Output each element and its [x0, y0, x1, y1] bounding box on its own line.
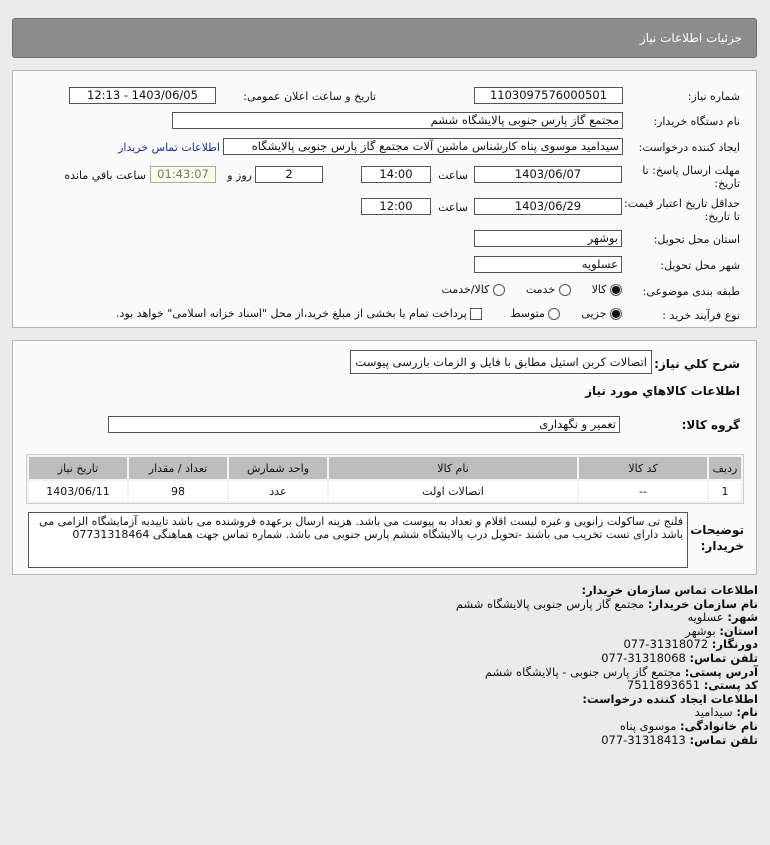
creator-heading: اطلاعات ایجاد کننده درخواست: — [582, 691, 758, 706]
fax-label: دورنگار: — [711, 637, 758, 652]
page-title: جزئیات اطلاعات نیاز — [639, 31, 742, 45]
cell-name: اتصالات اولت — [329, 481, 577, 501]
phone-label: تلفن تماس: — [689, 650, 758, 665]
org-label: نام سازمان خریدار: — [647, 596, 758, 611]
name-value: سیدامید — [694, 705, 733, 720]
announce-label: تاریخ و ساعت اعلان عمومی: — [243, 90, 376, 103]
address-value: مجتمع گاز پارس جنوبی - پالایشگاه ششم — [484, 664, 682, 679]
treasury-checkbox[interactable] — [470, 308, 483, 320]
province-label: استان: — [719, 623, 758, 638]
cell-unit: عدد — [229, 481, 327, 501]
cell-qty: 98 — [129, 481, 227, 501]
process-radio-group: جزیی متوسط پرداخت تمام یا بخشی از مبلغ خ… — [116, 307, 622, 320]
col-qty: تعداد / مقدار — [129, 457, 227, 479]
cell-row: 1 — [709, 481, 741, 501]
creator-field: سیدامید موسوی پناه کارشناس ماشین آلات مج… — [223, 138, 623, 155]
city-label: شهر محل تحویل: — [660, 259, 740, 272]
postal-label: کد پستی: — [703, 678, 758, 693]
process-label: نوع فرآیند خرید : — [662, 309, 740, 322]
city-field: عسلویه — [474, 256, 622, 273]
announce-field: 1403/06/05 - 12:13 — [69, 87, 216, 104]
payment-note: پرداخت تمام یا بخشی از مبلغ خرید،از محل … — [116, 307, 467, 320]
deadline-time-field: 14:00 — [361, 166, 431, 183]
buyer-contact-link[interactable]: اطلاعات تماس خریدار — [118, 141, 220, 154]
creator-phone-label: تلفن تماس: — [689, 732, 758, 747]
deadline-date-field: 1403/06/07 — [474, 166, 622, 183]
family-value: موسوی پناه — [619, 718, 677, 733]
city-value: عسلویه — [687, 610, 724, 625]
time-label: ساعت — [438, 169, 468, 182]
need-number-field: 1103097576000501 — [474, 87, 623, 104]
days-field: 2 — [255, 166, 323, 183]
radio-medium-label: متوسط — [510, 307, 545, 320]
col-name: نام کالا — [329, 457, 577, 479]
radio-medium[interactable] — [548, 308, 561, 320]
family-label: نام خانوادگی: — [680, 718, 758, 733]
category-label: طبقه بندی موضوعی: — [642, 285, 740, 298]
table-header-row: ردیف کد کالا نام کالا واحد شمارش تعداد /… — [29, 457, 741, 479]
org-value: مجتمع گاز پارس جنوبی پالایشگاه ششم — [455, 596, 645, 611]
summary-label: شرح کلي نياز: — [654, 357, 740, 371]
radio-goods-service-label: کالا/خدمت — [441, 283, 490, 296]
days-label: روز و — [227, 169, 252, 182]
col-date: تاریخ نیاز — [29, 457, 127, 479]
radio-goods-label: کالا — [591, 283, 607, 296]
notes-label: توضیحات خریدار: — [690, 523, 744, 553]
phone-value: 31318068-077 — [601, 650, 686, 665]
deadline-label: مهلت ارسال پاسخ: تا تاریخ: — [642, 164, 740, 190]
buyer-notes: فلنج تی ساکولت زانویی و غیره لیست اقلام … — [28, 512, 688, 568]
table-row: 1 -- اتصالات اولت عدد 98 1403/06/11 — [29, 481, 741, 501]
page-header: جزئیات اطلاعات نیاز — [12, 18, 757, 58]
buyer-org-label: نام دستگاه خریدار: — [653, 115, 740, 128]
contact-heading: اطلاعات تماس سازمان خریدار: — [581, 583, 758, 597]
validity-time-field: 12:00 — [361, 198, 431, 215]
radio-minor-label: جزیی — [581, 307, 607, 320]
need-number-label: شماره نیاز: — [687, 90, 740, 103]
province-field: بوشهر — [474, 230, 622, 247]
col-row: ردیف — [709, 457, 741, 479]
province-value: بوشهر — [685, 623, 716, 638]
radio-minor[interactable] — [610, 308, 622, 320]
creator-phone-value: 31318413-077 — [601, 732, 686, 747]
radio-goods-service[interactable] — [492, 284, 505, 296]
group-field: تعمیر و نگهداری — [108, 416, 620, 433]
summary-field: اتصالات کربن استیل مطابق با فایل و الزما… — [350, 350, 652, 374]
fax-value: 31318072-077 — [623, 637, 709, 652]
name-label: نام: — [736, 705, 758, 720]
time-label: ساعت — [438, 201, 468, 214]
col-code: کد کالا — [579, 457, 707, 479]
goods-heading: اطلاعات کالاهاي مورد نياز — [585, 384, 740, 398]
radio-service-label: خدمت — [525, 283, 556, 296]
radio-goods[interactable] — [610, 284, 622, 296]
validity-label: حداقل تاریخ اعتبار قیمت: تا تاریخ: — [624, 197, 740, 223]
cell-code: -- — [579, 481, 707, 501]
category-radio-group: کالا خدمت کالا/خدمت — [442, 283, 622, 296]
address-label: آدرس پستی: — [684, 664, 758, 679]
creator-label: ایجاد کننده درخواست: — [638, 141, 740, 154]
cell-date: 1403/06/11 — [29, 481, 127, 501]
city-label: شهر: — [727, 610, 758, 625]
radio-service[interactable] — [558, 284, 571, 296]
postal-value: 7511893651 — [626, 678, 701, 693]
buyer-org-field: مجتمع گاز پارس جنوبی پالایشگاه ششم — [172, 112, 623, 129]
validity-date-field: 1403/06/29 — [474, 198, 622, 215]
remaining-label: ساعت باقي مانده — [64, 169, 146, 182]
goods-table: ردیف کد کالا نام کالا واحد شمارش تعداد /… — [26, 454, 744, 504]
col-unit: واحد شمارش — [229, 457, 327, 479]
contact-info: اطلاعات تماس سازمان خریدار: نام سازمان خ… — [338, 583, 758, 747]
remaining-time-field: 01:43:07 — [150, 166, 216, 183]
province-label: استان محل تحویل: — [653, 233, 740, 246]
group-label: گروه کالا: — [681, 418, 740, 432]
